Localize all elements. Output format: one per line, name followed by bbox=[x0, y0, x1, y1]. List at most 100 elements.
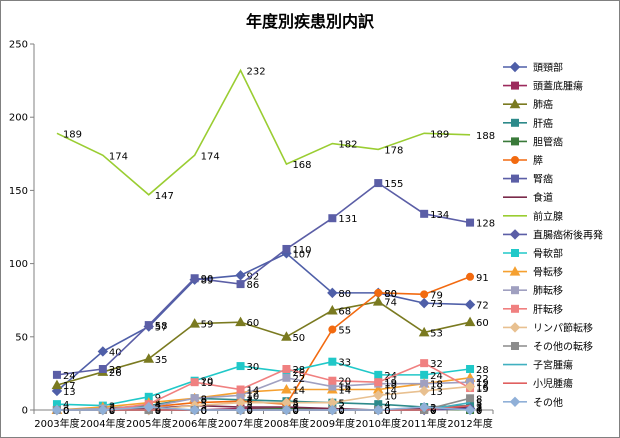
data-label: 0 bbox=[338, 406, 344, 417]
x-tick-label: 2004年度 bbox=[80, 417, 125, 430]
data-point bbox=[51, 404, 63, 416]
data-label: 24 bbox=[63, 371, 76, 382]
data-label: 33 bbox=[338, 358, 351, 369]
legend-marker bbox=[511, 137, 519, 146]
data-label: 10 bbox=[247, 391, 260, 402]
data-label: 0 bbox=[476, 406, 482, 417]
x-tick-label: 2008年度 bbox=[264, 417, 309, 430]
data-label: 0 bbox=[109, 406, 115, 417]
data-label: 8 bbox=[476, 394, 482, 405]
data-label: 0 bbox=[430, 406, 436, 417]
data-label: 0 bbox=[201, 406, 207, 417]
data-label: 0 bbox=[338, 406, 344, 417]
data-label: 0 bbox=[338, 406, 344, 417]
data-point bbox=[374, 370, 383, 379]
data-label: 4 bbox=[155, 400, 161, 411]
legend-marker bbox=[511, 174, 519, 183]
data-label: 72 bbox=[476, 301, 489, 312]
data-label: 15 bbox=[476, 384, 489, 395]
legend-marker bbox=[509, 61, 521, 73]
data-label: 5 bbox=[292, 399, 298, 410]
legend-label: リンパ節転移 bbox=[533, 321, 593, 334]
legend-label: 肺癌 bbox=[533, 98, 553, 111]
data-point bbox=[143, 401, 154, 413]
data-label: 28 bbox=[476, 365, 489, 376]
x-tick-label: 2003年度 bbox=[34, 417, 79, 430]
data-label: 8 bbox=[201, 394, 207, 405]
legend-label: 骨軟部 bbox=[533, 247, 563, 260]
data-point bbox=[374, 378, 383, 387]
data-label: 53 bbox=[430, 328, 443, 339]
data-point bbox=[52, 370, 61, 379]
data-label: 0 bbox=[247, 406, 253, 417]
data-label: 0 bbox=[338, 406, 344, 417]
data-label: 14 bbox=[384, 386, 397, 397]
data-label: 0 bbox=[63, 406, 69, 417]
x-tick-label: 2010年度 bbox=[356, 417, 401, 430]
data-label: 89 bbox=[201, 276, 214, 287]
data-label: 182 bbox=[338, 140, 357, 151]
data-label: 0 bbox=[63, 406, 69, 417]
legend-label: 肺転移 bbox=[533, 284, 563, 297]
data-point bbox=[464, 299, 476, 310]
data-label: 5 bbox=[247, 399, 253, 410]
data-point bbox=[189, 318, 201, 328]
legend-label: その他 bbox=[533, 396, 563, 409]
data-point bbox=[418, 326, 430, 337]
data-point bbox=[282, 244, 291, 253]
data-point bbox=[372, 296, 384, 306]
data-point bbox=[281, 404, 292, 416]
data-point bbox=[236, 280, 245, 289]
series-line bbox=[56, 68, 471, 196]
data-point bbox=[373, 404, 384, 416]
data-label: 2 bbox=[476, 403, 482, 414]
legend-marker bbox=[509, 322, 521, 333]
data-point bbox=[235, 404, 246, 416]
data-label: 50 bbox=[292, 333, 305, 344]
data-label: 0 bbox=[292, 406, 298, 417]
data-label: 0 bbox=[155, 406, 161, 417]
data-point bbox=[464, 381, 476, 392]
data-label: 0 bbox=[201, 406, 207, 417]
data-label: 0 bbox=[155, 406, 161, 417]
y-tick-label: 250 bbox=[9, 40, 28, 51]
data-point bbox=[328, 357, 337, 366]
data-label: 0 bbox=[109, 406, 115, 417]
data-label: 0 bbox=[292, 406, 298, 417]
data-point bbox=[418, 385, 430, 397]
data-label: 0 bbox=[430, 406, 436, 417]
data-label: 8 bbox=[201, 394, 207, 405]
x-tick-label: 2009年度 bbox=[310, 417, 355, 430]
data-label: 2 bbox=[430, 403, 436, 414]
data-label: 18 bbox=[430, 380, 443, 391]
data-point bbox=[326, 304, 338, 315]
data-label: 0 bbox=[63, 406, 69, 417]
data-label: 20 bbox=[338, 377, 351, 388]
data-label: 232 bbox=[247, 66, 266, 77]
data-label: 0 bbox=[155, 406, 161, 417]
data-label: 0 bbox=[338, 406, 344, 417]
data-label: 26 bbox=[109, 368, 122, 379]
data-label: 19 bbox=[384, 378, 397, 389]
data-label: 92 bbox=[247, 271, 260, 282]
data-label: 16 bbox=[476, 383, 489, 394]
data-point bbox=[281, 331, 292, 341]
legend-marker bbox=[511, 304, 519, 313]
legend-label: 胆管癌 bbox=[533, 135, 563, 148]
data-label: 0 bbox=[247, 406, 253, 417]
data-label: 19 bbox=[201, 378, 214, 389]
data-point bbox=[282, 373, 291, 382]
data-label: 0 bbox=[63, 406, 69, 417]
data-label: 4 bbox=[292, 400, 298, 411]
data-label: 0 bbox=[384, 406, 390, 417]
data-label: 73 bbox=[430, 299, 443, 310]
data-label: 12 bbox=[247, 388, 260, 399]
legend-label: 子宮腫瘍 bbox=[533, 359, 573, 372]
data-label: 13 bbox=[430, 387, 443, 398]
data-label: 0 bbox=[430, 406, 436, 417]
data-label: 134 bbox=[430, 210, 449, 221]
data-label: 0 bbox=[109, 406, 115, 417]
data-label: 35 bbox=[155, 355, 168, 366]
legend-label: 骨転移 bbox=[533, 266, 563, 279]
